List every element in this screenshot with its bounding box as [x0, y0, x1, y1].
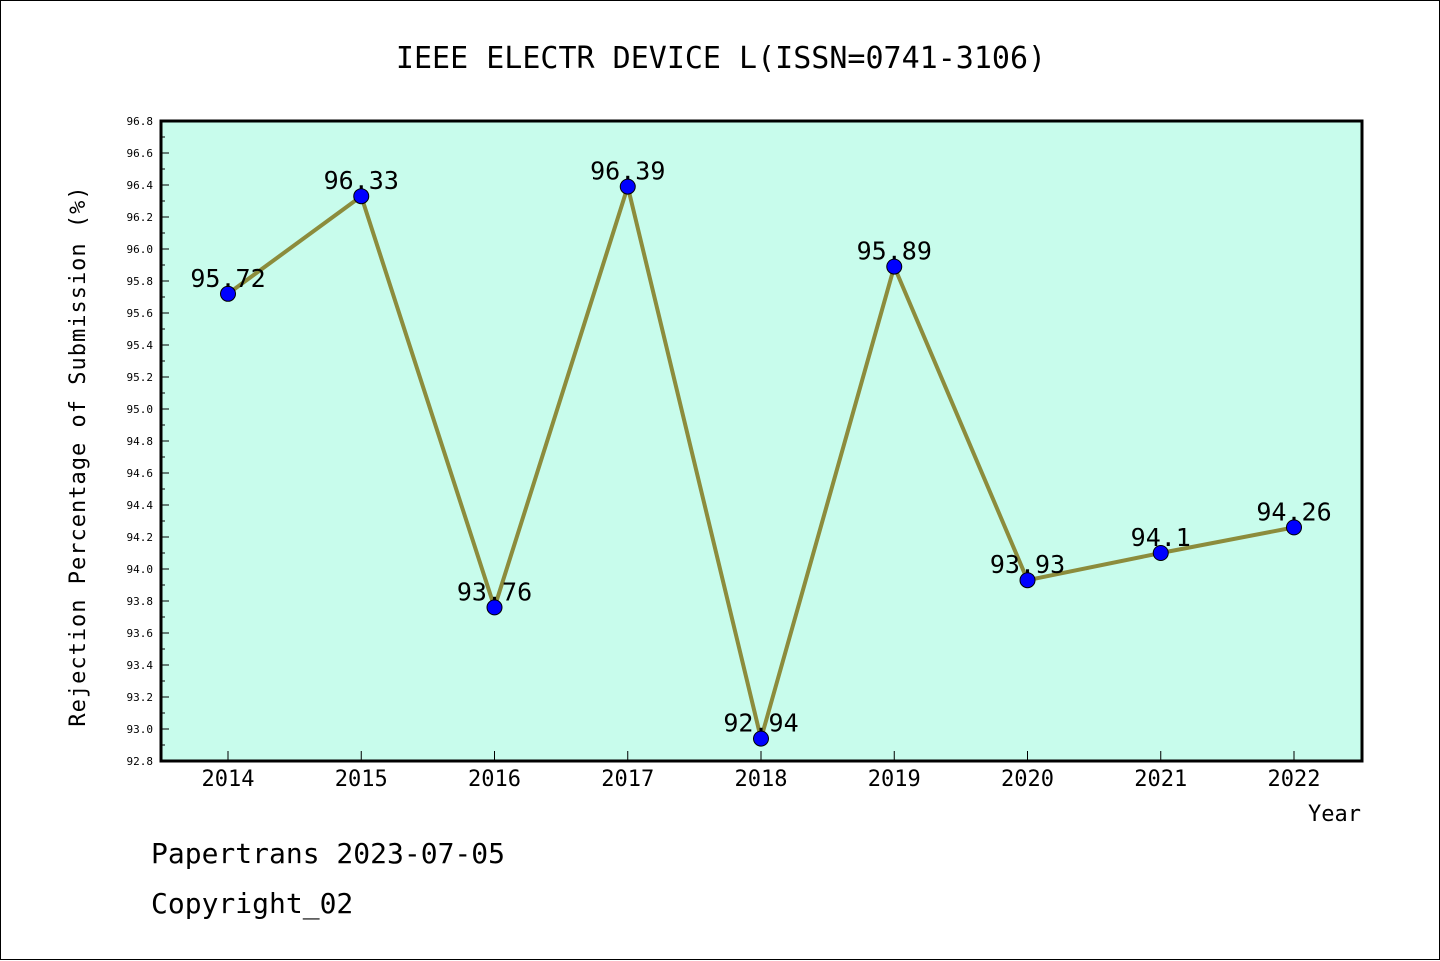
y-tick-label: 94.6 — [127, 467, 154, 480]
y-tick-label: 93.2 — [127, 691, 154, 704]
y-tick-label: 93.6 — [127, 627, 154, 640]
y-tick-label: 94.8 — [127, 435, 154, 448]
y-tick-label: 94.0 — [127, 563, 154, 576]
data-series — [220, 178, 1302, 747]
data-point-marker — [353, 188, 370, 205]
x-tick-label: 2020 — [1001, 767, 1054, 792]
y-tick-label: 96.8 — [127, 115, 154, 128]
data-label: 95.89 — [857, 237, 932, 266]
y-tick-label: 95.8 — [127, 275, 154, 288]
plot-area — [159, 119, 1364, 763]
y-tick-label: 96.2 — [127, 211, 154, 224]
x-tick-label: 2019 — [868, 767, 921, 792]
x-tick-label: 2016 — [468, 767, 521, 792]
data-label: 93.76 — [457, 577, 532, 606]
data-label: 95.72 — [190, 264, 265, 293]
x-tick-label: 2014 — [202, 767, 255, 792]
y-axis: 92.8 93.0 93.2 93.4 93.6 93.8 94.0 94.2 94.4 94.6… — [127, 115, 169, 768]
data-point-marker — [1286, 519, 1302, 536]
data-point-marker — [486, 599, 503, 616]
y-tick-label: 96.4 — [127, 179, 154, 192]
data-point-marker — [1019, 572, 1036, 589]
data-label: 96.39 — [590, 157, 665, 186]
data-label: 93.93 — [990, 550, 1065, 579]
x-axis: 2014 2015 2016 2017 2018 2019 2020 2021 2022 — [202, 751, 1321, 792]
x-tick-label: 2021 — [1134, 767, 1187, 792]
data-point-marker — [886, 258, 903, 275]
y-tick-label: 94.2 — [127, 531, 154, 544]
footer-source-date: Papertrans 2023-07-05 — [151, 837, 506, 870]
data-labels: 95.72 96.33 93.76 96.39 92.94 95.89 93.93 94.1 9… — [190, 157, 1331, 738]
y-tick-label: 96.0 — [127, 243, 154, 256]
y-tick-label: 95.0 — [127, 403, 154, 416]
x-tick-label: 2015 — [335, 767, 388, 792]
data-point-marker — [753, 730, 769, 747]
footer-copyright: Copyright_02 — [151, 887, 354, 920]
data-label: 96.33 — [324, 166, 399, 195]
y-axis-label: Rejection Percentage of Submission (%) — [66, 185, 91, 726]
x-tick-label: 2017 — [601, 767, 654, 792]
data-label: 94.1 — [1131, 523, 1191, 552]
data-point-marker — [619, 178, 636, 195]
x-tick-label: 2018 — [735, 767, 788, 792]
data-label: 92.94 — [723, 709, 798, 738]
y-tick-label: 96.6 — [127, 147, 154, 160]
y-tick-label: 93.4 — [127, 659, 154, 672]
data-point-marker — [1152, 545, 1169, 561]
chart-title: IEEE ELECTR DEVICE L(ISSN=0741-3106) — [396, 41, 1046, 76]
x-tick-label: 2022 — [1268, 767, 1321, 792]
y-tick-label: 95.4 — [127, 339, 154, 352]
x-axis-label: Year — [1308, 802, 1361, 827]
data-point-marker — [220, 285, 236, 302]
y-tick-label: 95.6 — [127, 307, 154, 320]
data-label: 94.26 — [1256, 497, 1331, 526]
y-tick-label: 94.4 — [127, 499, 154, 512]
y-tick-label: 92.8 — [127, 755, 154, 768]
y-tick-label: 93.0 — [127, 723, 154, 736]
y-tick-label: 93.8 — [127, 595, 154, 608]
y-tick-label: 95.2 — [127, 371, 154, 384]
